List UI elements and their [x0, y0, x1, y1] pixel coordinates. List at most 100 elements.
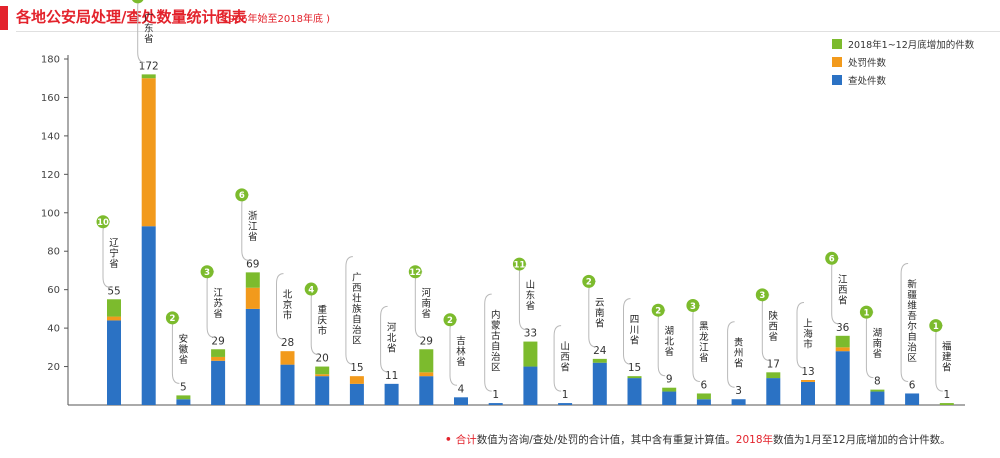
- category-label-char: 西: [352, 283, 362, 294]
- y-tick-label: 80: [47, 247, 60, 258]
- category-label-char: 省: [387, 342, 397, 354]
- bar-total-label: 55: [107, 285, 120, 297]
- bar-segment: [315, 374, 330, 377]
- bar-total-label: 15: [628, 362, 641, 374]
- bar-segment: [627, 378, 642, 405]
- bar-segment: [384, 383, 399, 405]
- bar-total-label: 17: [767, 358, 780, 370]
- legend-swatch: [832, 57, 842, 67]
- bar-segment: [592, 362, 607, 405]
- category-label-char: 江: [213, 288, 223, 299]
- category-label-char: 林: [456, 345, 466, 357]
- page-title: 各地公安局处理/查处数量统计图表: [16, 8, 247, 26]
- label-bracket: [727, 321, 735, 388]
- category-label-char: 蒙: [491, 320, 501, 332]
- category-label-char: 南: [873, 338, 883, 350]
- label-bracket: [484, 293, 492, 392]
- bar-segment: [419, 376, 434, 405]
- category-label-char: 州: [734, 348, 744, 359]
- category-label-char: 苏: [213, 297, 223, 309]
- category-label-char: 区: [352, 336, 362, 347]
- bar-total-label: 4: [458, 383, 465, 395]
- category-label-char: 山: [560, 342, 570, 353]
- badge-circle: [132, 0, 144, 4]
- category-label-char: 省: [942, 362, 952, 374]
- label-bracket: [276, 273, 284, 340]
- label-bracket: [345, 256, 353, 365]
- badge-circle: [859, 305, 873, 319]
- category-label-char: 川: [630, 325, 640, 336]
- bar-total-label: 1: [562, 389, 569, 401]
- category-label-char: 省: [422, 308, 432, 320]
- category-label-char: 治: [352, 324, 362, 336]
- bar-segment: [211, 349, 226, 357]
- category-label-char: 省: [109, 258, 119, 270]
- bar-segment: [696, 399, 711, 405]
- bar-segment: [662, 391, 677, 405]
- bar-segment: [939, 403, 954, 405]
- bar-segment: [835, 335, 850, 348]
- category-label-char: 北: [664, 337, 674, 348]
- badge-count: 1: [863, 308, 869, 318]
- badge-count: 2: [586, 278, 592, 288]
- category-label-char: 省: [595, 317, 605, 329]
- bar-total-label: 29: [211, 335, 224, 347]
- category-label-char: 辽: [109, 237, 119, 249]
- category-label-char: 省: [734, 358, 744, 370]
- badge-circle: [582, 274, 596, 288]
- category-label-char: 建: [942, 351, 952, 363]
- badge-circle: [755, 288, 769, 302]
- category-label-char: 尔: [907, 320, 917, 332]
- bar-segment: [592, 358, 607, 363]
- category-label-char: 四: [630, 315, 640, 326]
- category-label-char: 省: [769, 331, 779, 343]
- badge-count: 2: [169, 314, 175, 324]
- category-label-char: 疆: [907, 290, 917, 301]
- badge-count: 12: [409, 268, 421, 278]
- legend-label: 处罚件数: [848, 57, 887, 69]
- category-label-char: 西: [838, 285, 848, 296]
- category-label-char: 省: [699, 352, 709, 364]
- category-label-char: 自: [491, 341, 501, 353]
- badge-circle: [200, 265, 214, 279]
- y-tick-label: 100: [41, 208, 60, 219]
- category-label-char: 贵: [734, 337, 744, 349]
- bar-total-label: 3: [735, 385, 742, 397]
- badge-circle: [825, 251, 839, 265]
- category-label-char: 省: [664, 346, 674, 358]
- label-bracket: [796, 302, 805, 369]
- bar-segment: [419, 372, 434, 377]
- legend-label: 2018年1~12月底增加的件数: [848, 39, 975, 51]
- category-label-char: 自: [907, 331, 917, 343]
- label-bracket: [380, 305, 388, 373]
- legend-label: 查处件数: [848, 75, 887, 87]
- label-bracket: [900, 262, 909, 382]
- category-label-char: 云: [595, 297, 605, 308]
- bar-segment: [280, 364, 295, 405]
- bar-segment: [662, 387, 677, 392]
- category-label-char: 市: [317, 325, 327, 337]
- bar-segment: [176, 395, 191, 400]
- y-tick-label: 60: [47, 285, 60, 296]
- category-label-char: 治: [907, 341, 917, 353]
- category-label-char: 西: [560, 352, 570, 363]
- bar-segment: [107, 316, 121, 321]
- bar-segment: [454, 397, 468, 405]
- bar-segment: [801, 381, 815, 405]
- footnote: • 合计数值为咨询/查处/处罚的合计值，其中含有重复计算值。2018年数值为1月至…: [445, 432, 951, 447]
- header-divider: [16, 31, 1000, 32]
- legend-swatch: [832, 75, 842, 85]
- y-tick-label: 40: [47, 324, 60, 335]
- badge-circle: [408, 265, 422, 279]
- badge-count: 3: [759, 291, 765, 301]
- bar-segment: [315, 366, 330, 375]
- bar-segment: [835, 347, 850, 352]
- category-label-char: 西: [769, 321, 779, 332]
- footnote-year-label: 2018年: [735, 434, 774, 446]
- bar-total-label: 24: [593, 345, 607, 357]
- badge-circle: [929, 319, 943, 333]
- bar-segment: [245, 308, 260, 405]
- category-label-char: 湖: [873, 328, 883, 339]
- bar-segment: [523, 341, 538, 367]
- category-label-char: 省: [179, 354, 189, 366]
